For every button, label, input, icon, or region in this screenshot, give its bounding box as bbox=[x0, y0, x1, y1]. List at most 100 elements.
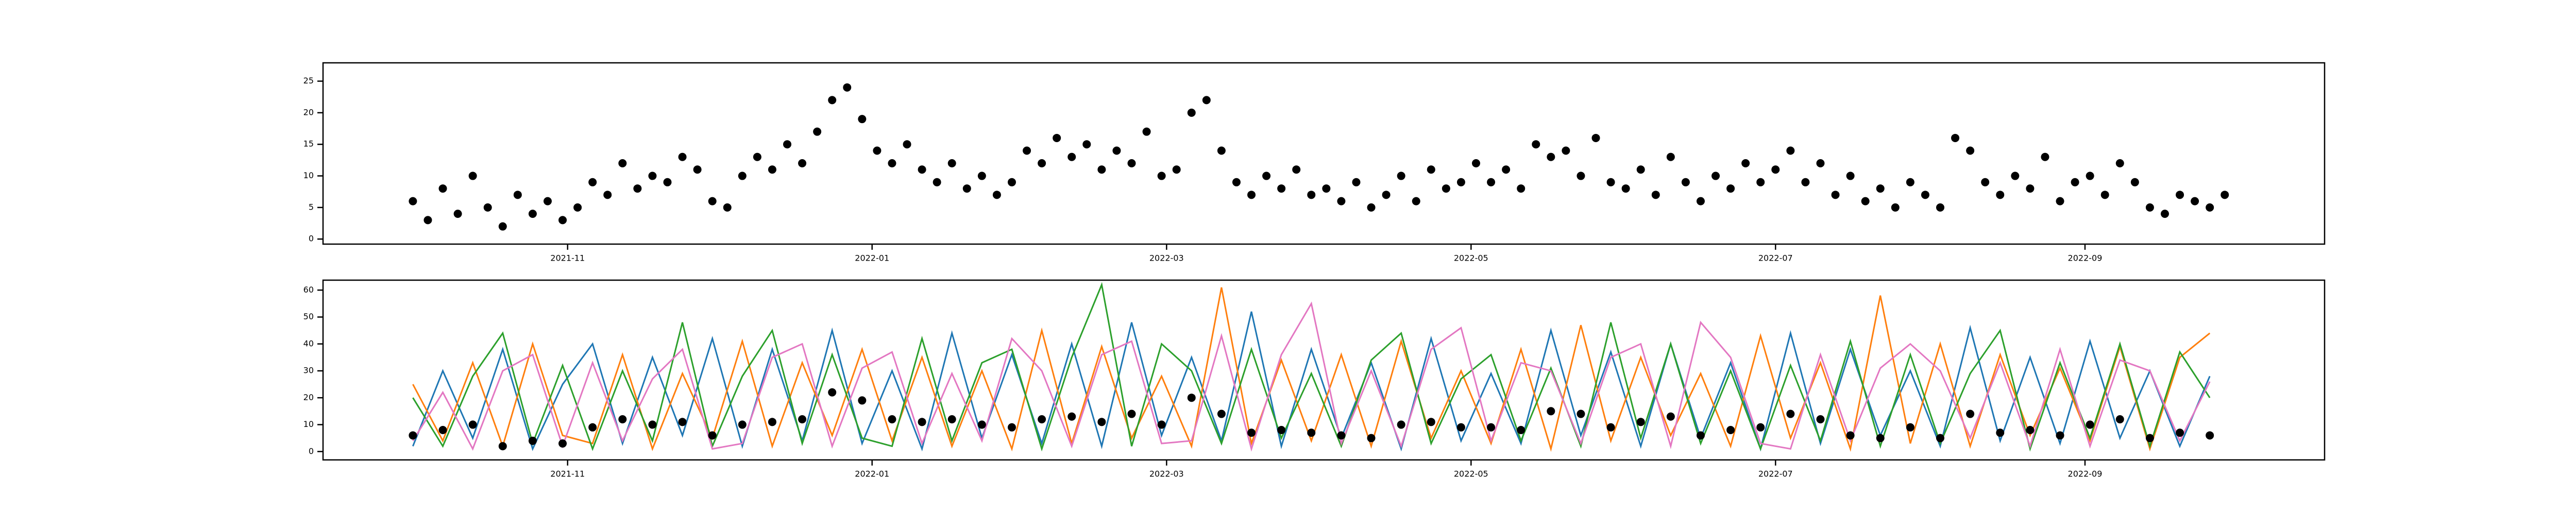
point bbox=[1067, 412, 1076, 421]
point bbox=[708, 431, 717, 440]
x-tick-label: 2022-05 bbox=[1454, 253, 1488, 263]
x-tick-label: 2022-03 bbox=[1149, 253, 1184, 263]
point bbox=[633, 184, 642, 193]
point bbox=[1756, 423, 1765, 432]
point bbox=[1517, 184, 1526, 193]
point bbox=[528, 210, 537, 218]
point bbox=[918, 165, 926, 174]
point bbox=[1891, 203, 1900, 212]
point bbox=[918, 418, 926, 426]
point bbox=[1876, 184, 1885, 193]
point bbox=[1038, 159, 1046, 168]
point bbox=[1502, 165, 1511, 174]
point bbox=[1786, 146, 1795, 155]
point bbox=[2130, 178, 2139, 186]
point bbox=[1456, 423, 1465, 432]
point bbox=[903, 140, 911, 149]
point bbox=[1427, 165, 1435, 174]
point bbox=[813, 127, 822, 136]
point bbox=[1367, 203, 1376, 212]
point bbox=[618, 159, 627, 168]
point bbox=[588, 423, 597, 432]
point bbox=[468, 420, 477, 429]
point bbox=[1906, 178, 1914, 186]
point bbox=[947, 415, 956, 424]
x-tick-label: 2022-03 bbox=[1149, 469, 1184, 479]
point bbox=[888, 415, 896, 424]
point bbox=[1966, 409, 1975, 418]
y-tick-label: 25 bbox=[303, 76, 314, 85]
point bbox=[1247, 428, 1256, 437]
x-tick-label: 2022-05 bbox=[1454, 469, 1488, 479]
point bbox=[1412, 197, 1420, 205]
point bbox=[1172, 165, 1181, 174]
point bbox=[1307, 428, 1316, 437]
point bbox=[1292, 165, 1301, 174]
point bbox=[528, 436, 537, 445]
point bbox=[1337, 431, 1346, 440]
point bbox=[423, 216, 432, 225]
point bbox=[438, 184, 447, 193]
point bbox=[1846, 171, 1855, 180]
point bbox=[588, 178, 597, 186]
point bbox=[1711, 171, 1720, 180]
point bbox=[1262, 171, 1271, 180]
point bbox=[798, 415, 807, 424]
point bbox=[977, 420, 986, 429]
x-tick-label: 2022-01 bbox=[855, 469, 889, 479]
point bbox=[1906, 423, 1914, 432]
point bbox=[1382, 191, 1391, 199]
point bbox=[1621, 184, 1630, 193]
x-tick-label: 2022-01 bbox=[855, 253, 889, 263]
point bbox=[1157, 420, 1166, 429]
point bbox=[962, 184, 971, 193]
point bbox=[1142, 127, 1151, 136]
point bbox=[543, 197, 552, 205]
point bbox=[1921, 191, 1929, 199]
point bbox=[2176, 191, 2184, 199]
point bbox=[1397, 420, 1405, 429]
point bbox=[2145, 203, 2154, 212]
point bbox=[992, 191, 1001, 199]
point bbox=[1547, 407, 1555, 416]
point bbox=[2206, 203, 2214, 212]
point bbox=[2026, 184, 2035, 193]
point bbox=[2100, 191, 2109, 199]
series-line bbox=[412, 311, 2211, 452]
point bbox=[1696, 197, 1705, 205]
point bbox=[453, 210, 462, 218]
axes-frame bbox=[322, 62, 2326, 245]
point bbox=[1726, 426, 1735, 435]
point bbox=[1277, 426, 1286, 435]
point bbox=[1846, 431, 1855, 440]
point bbox=[1666, 412, 1675, 421]
point bbox=[708, 197, 717, 205]
point bbox=[409, 197, 417, 205]
point bbox=[947, 159, 956, 168]
point bbox=[1786, 409, 1795, 418]
point bbox=[438, 426, 447, 435]
point bbox=[1082, 140, 1091, 149]
point bbox=[1726, 184, 1735, 193]
point bbox=[498, 222, 507, 231]
point bbox=[1097, 418, 1106, 426]
point bbox=[1456, 178, 1465, 186]
point bbox=[1487, 423, 1496, 432]
point bbox=[977, 171, 986, 180]
point bbox=[1606, 178, 1615, 186]
y-tick-label: 0 bbox=[309, 446, 314, 456]
point bbox=[1007, 423, 1016, 432]
point bbox=[1322, 184, 1331, 193]
point bbox=[783, 140, 792, 149]
point bbox=[1487, 178, 1496, 186]
axes-frame bbox=[322, 279, 2326, 461]
point bbox=[1681, 178, 1690, 186]
point bbox=[1442, 184, 1450, 193]
point bbox=[843, 83, 852, 92]
point bbox=[1337, 197, 1346, 205]
point bbox=[1816, 159, 1825, 168]
point bbox=[2086, 420, 2094, 429]
point bbox=[2176, 428, 2184, 437]
point bbox=[1741, 159, 1750, 168]
y-tick-label: 50 bbox=[303, 312, 314, 321]
